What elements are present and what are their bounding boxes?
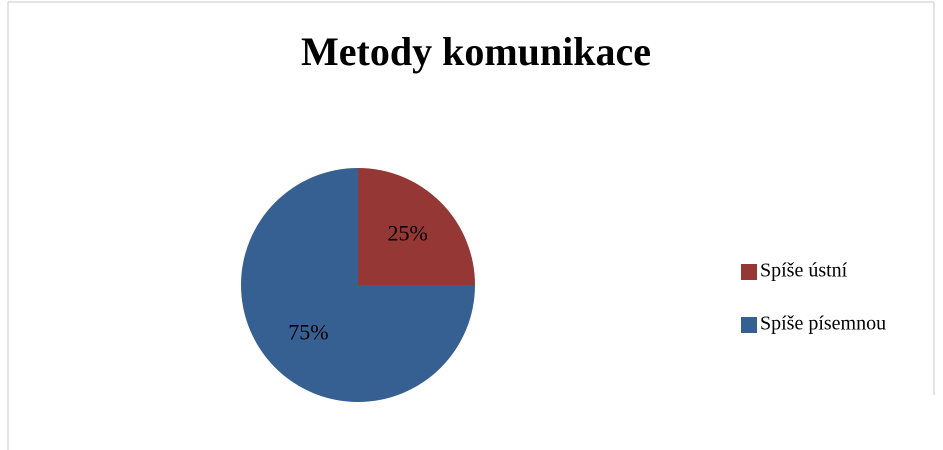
pie-slice <box>358 168 475 285</box>
legend-swatch <box>741 317 757 333</box>
legend-label: Spíše ústní <box>760 260 848 282</box>
slice-label: 75% <box>288 320 328 345</box>
legend-label: Spíše písemnou <box>760 313 886 335</box>
slice-label: 25% <box>387 220 427 245</box>
legend-swatch <box>741 264 757 280</box>
pie-slice <box>241 168 475 402</box>
chart-title: Metody komunikace <box>301 29 651 74</box>
